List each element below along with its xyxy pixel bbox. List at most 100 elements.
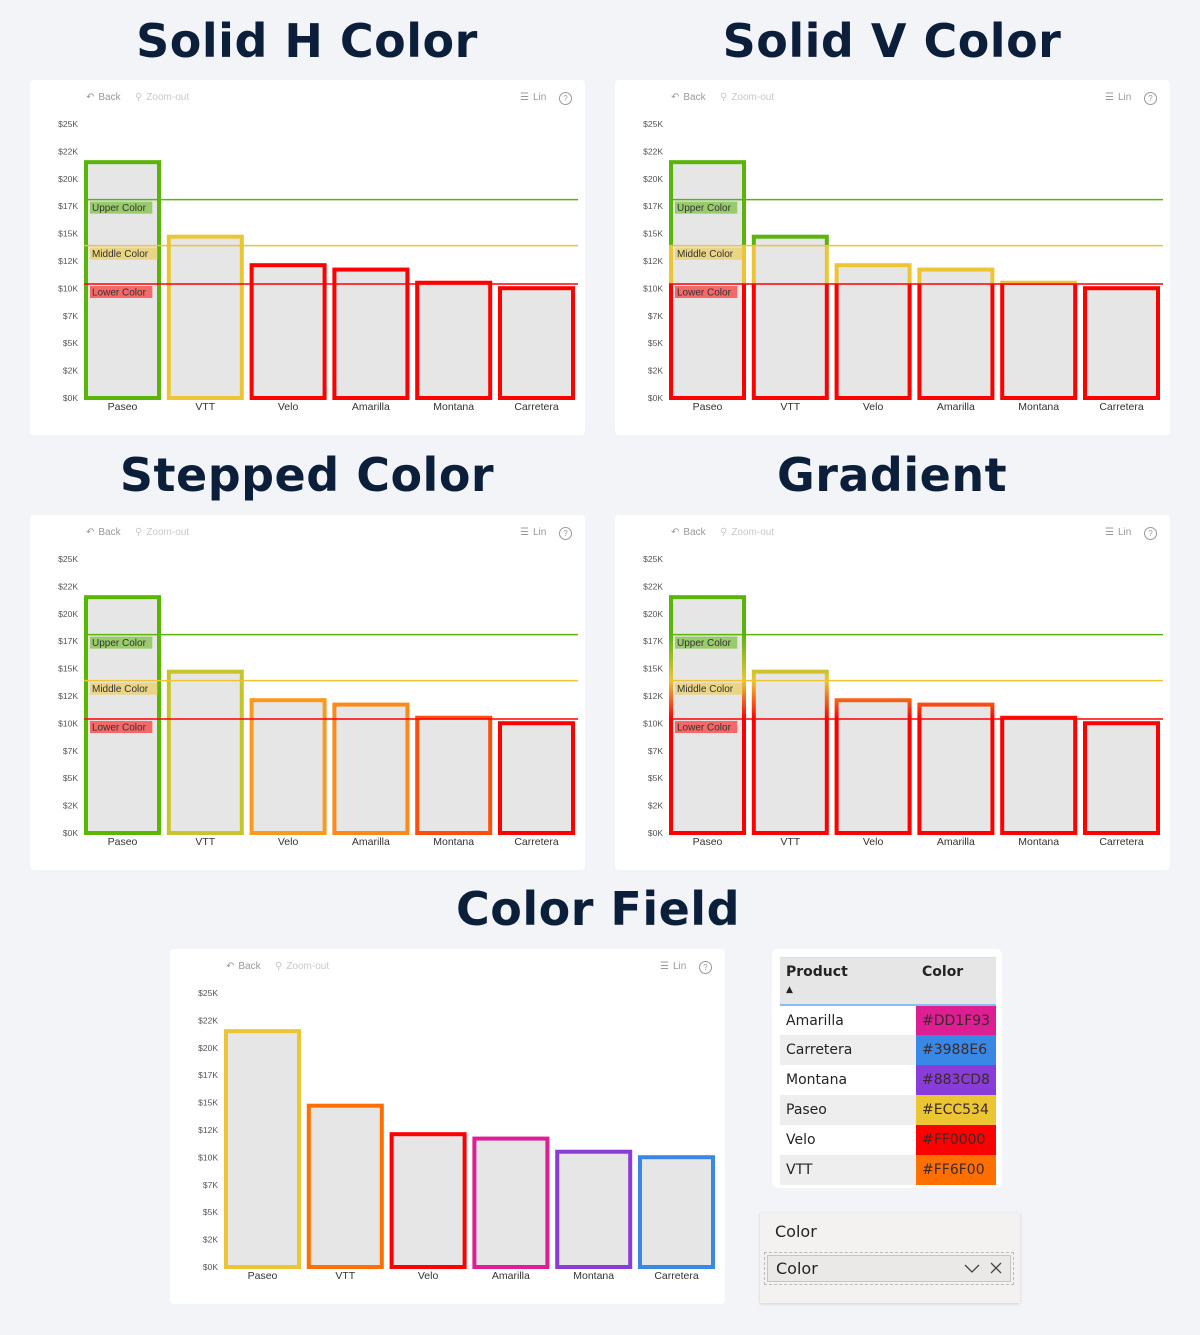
back-button[interactable]: ↶ Back [671, 527, 706, 538]
color-slicer: Color Color [760, 1213, 1020, 1303]
bar-carretera[interactable] [1083, 286, 1160, 400]
bar-amarilla[interactable] [332, 702, 410, 835]
bar-montana[interactable] [415, 715, 493, 835]
scale-toggle[interactable]: ☰ Lin [520, 92, 546, 103]
back-label: Back [238, 961, 261, 972]
bar-carretera[interactable] [1083, 721, 1160, 835]
reference-label: Upper Color [677, 638, 732, 649]
y-tick-label: $17K [643, 636, 663, 646]
bar-velo[interactable] [834, 698, 912, 835]
bar-paseo[interactable] [84, 160, 161, 400]
bar-vtt[interactable] [166, 234, 244, 400]
header-product[interactable]: Product ▲ [780, 957, 916, 1006]
bar-velo[interactable] [249, 698, 327, 835]
bar-amarilla[interactable] [332, 267, 410, 400]
scale-label: Lin [672, 961, 687, 972]
bar-montana[interactable] [415, 280, 493, 400]
bar-vtt[interactable] [751, 669, 829, 835]
color-cell: #FF0000 [916, 1125, 997, 1155]
bar-carretera[interactable] [498, 721, 575, 835]
bar-vtt[interactable] [751, 234, 829, 400]
back-arrow-icon: ↶ [671, 92, 680, 103]
scale-toggle[interactable]: ☰ Lin [520, 527, 546, 538]
back-arrow-icon: ↶ [86, 527, 95, 538]
chart-svg: $0K $2K $5K $7K $10K $12K $15K $17K $20K $22K $25K… [58, 554, 578, 848]
bar-paseo[interactable] [224, 1029, 301, 1269]
back-button[interactable]: ↶ Back [671, 92, 706, 103]
zoom-out-button[interactable]: ⚲ Zoom-out [135, 92, 189, 103]
bar-paseo[interactable] [669, 595, 746, 835]
y-tick-label: $17K [643, 201, 663, 211]
bar-carretera[interactable] [638, 1155, 715, 1269]
bar-amarilla[interactable] [917, 267, 995, 400]
help-icon[interactable]: ? [559, 527, 572, 540]
help-icon[interactable]: ? [699, 961, 712, 974]
y-tick-label: $0K [63, 393, 78, 403]
chart-svg: $0K $2K $5K $7K $10K $12K $15K $17K $20K $22K $25K… [58, 119, 578, 413]
y-tick-label: $7K [203, 1180, 218, 1190]
bar-montana[interactable] [1000, 280, 1078, 400]
product-cell: Amarilla [786, 1012, 844, 1029]
back-button[interactable]: ↶ Back [226, 961, 261, 972]
bar-vtt[interactable] [166, 669, 244, 835]
scale-toggle[interactable]: ☰ Lin [660, 961, 686, 972]
y-tick-label: $17K [198, 1070, 218, 1080]
clear-icon[interactable] [990, 1259, 1002, 1278]
x-tick-label: Montana [1018, 836, 1059, 848]
x-tick-label: Montana [573, 1270, 614, 1282]
x-tick-label: Paseo [693, 836, 723, 848]
bar-vtt[interactable] [306, 1103, 384, 1269]
bar-paseo[interactable] [84, 595, 161, 835]
y-tick-label: $2K [648, 366, 663, 376]
bar-amarilla[interactable] [472, 1136, 550, 1269]
header-color[interactable]: Color [916, 957, 997, 1006]
bar-velo[interactable] [249, 263, 327, 400]
list-icon: ☰ [1105, 92, 1114, 103]
product-cell: Paseo [780, 1095, 916, 1125]
table-row: Velo #FF0000 [780, 1125, 997, 1155]
x-tick-label: Carretera [1099, 836, 1144, 848]
back-button[interactable]: ↶ Back [86, 92, 121, 103]
y-tick-label: $20K [643, 609, 663, 619]
zoom-out-button[interactable]: ⚲ Zoom-out [135, 527, 189, 538]
back-label: Back [98, 92, 121, 103]
reference-label: Middle Color [677, 684, 734, 695]
help-glyph: ? [699, 961, 712, 974]
y-tick-label: $15K [643, 229, 663, 239]
zoom-out-button[interactable]: ⚲ Zoom-out [720, 92, 774, 103]
chart-svg: $0K $2K $5K $7K $10K $12K $15K $17K $20K $22K $25K… [198, 988, 715, 1282]
y-tick-label: $25K [643, 119, 663, 129]
scale-label: Lin [1117, 92, 1132, 103]
reference-label-bg [675, 201, 738, 214]
bar-carretera[interactable] [498, 286, 575, 400]
x-tick-label: VTT [780, 401, 800, 413]
bar-montana[interactable] [555, 1149, 633, 1269]
zoom-out-button[interactable]: ⚲ Zoom-out [275, 961, 329, 972]
bar-amarilla[interactable] [917, 702, 995, 835]
y-tick-label: $5K [63, 773, 78, 783]
chevron-down-icon[interactable] [964, 1259, 980, 1278]
x-tick-label: Velo [278, 836, 299, 848]
bar-paseo[interactable] [669, 160, 746, 400]
reference-label: Upper Color [677, 203, 732, 214]
zoom-out-button[interactable]: ⚲ Zoom-out [720, 527, 774, 538]
y-tick-label: $12K [198, 1125, 218, 1135]
y-tick-label: $15K [58, 229, 78, 239]
bar-velo[interactable] [389, 1132, 467, 1269]
reference-label: Upper Color [92, 203, 147, 214]
chart-solid-v: ↶ Back ⚲ Zoom-out ☰ Lin? $0K $2K $5K $7K $10K $12K $… [615, 80, 1170, 435]
y-tick-label: $7K [63, 311, 78, 321]
scale-toggle[interactable]: ☰ Lin [1105, 92, 1131, 103]
bar-velo[interactable] [834, 263, 912, 400]
y-tick-label: $15K [198, 1098, 218, 1108]
scale-label: Lin [532, 527, 547, 538]
back-button[interactable]: ↶ Back [86, 527, 121, 538]
help-icon[interactable]: ? [1144, 92, 1157, 105]
scale-toggle[interactable]: ☰ Lin [1105, 527, 1131, 538]
x-tick-label: Amarilla [492, 1270, 530, 1282]
help-icon[interactable]: ? [1144, 527, 1157, 540]
slicer-dropdown[interactable]: Color [764, 1252, 1014, 1285]
chart-stepped: ↶ Back ⚲ Zoom-out ☰ Lin? $0K $2K $5K $7K $10K $12K $… [30, 515, 585, 870]
bar-montana[interactable] [1000, 715, 1078, 835]
help-icon[interactable]: ? [559, 92, 572, 105]
